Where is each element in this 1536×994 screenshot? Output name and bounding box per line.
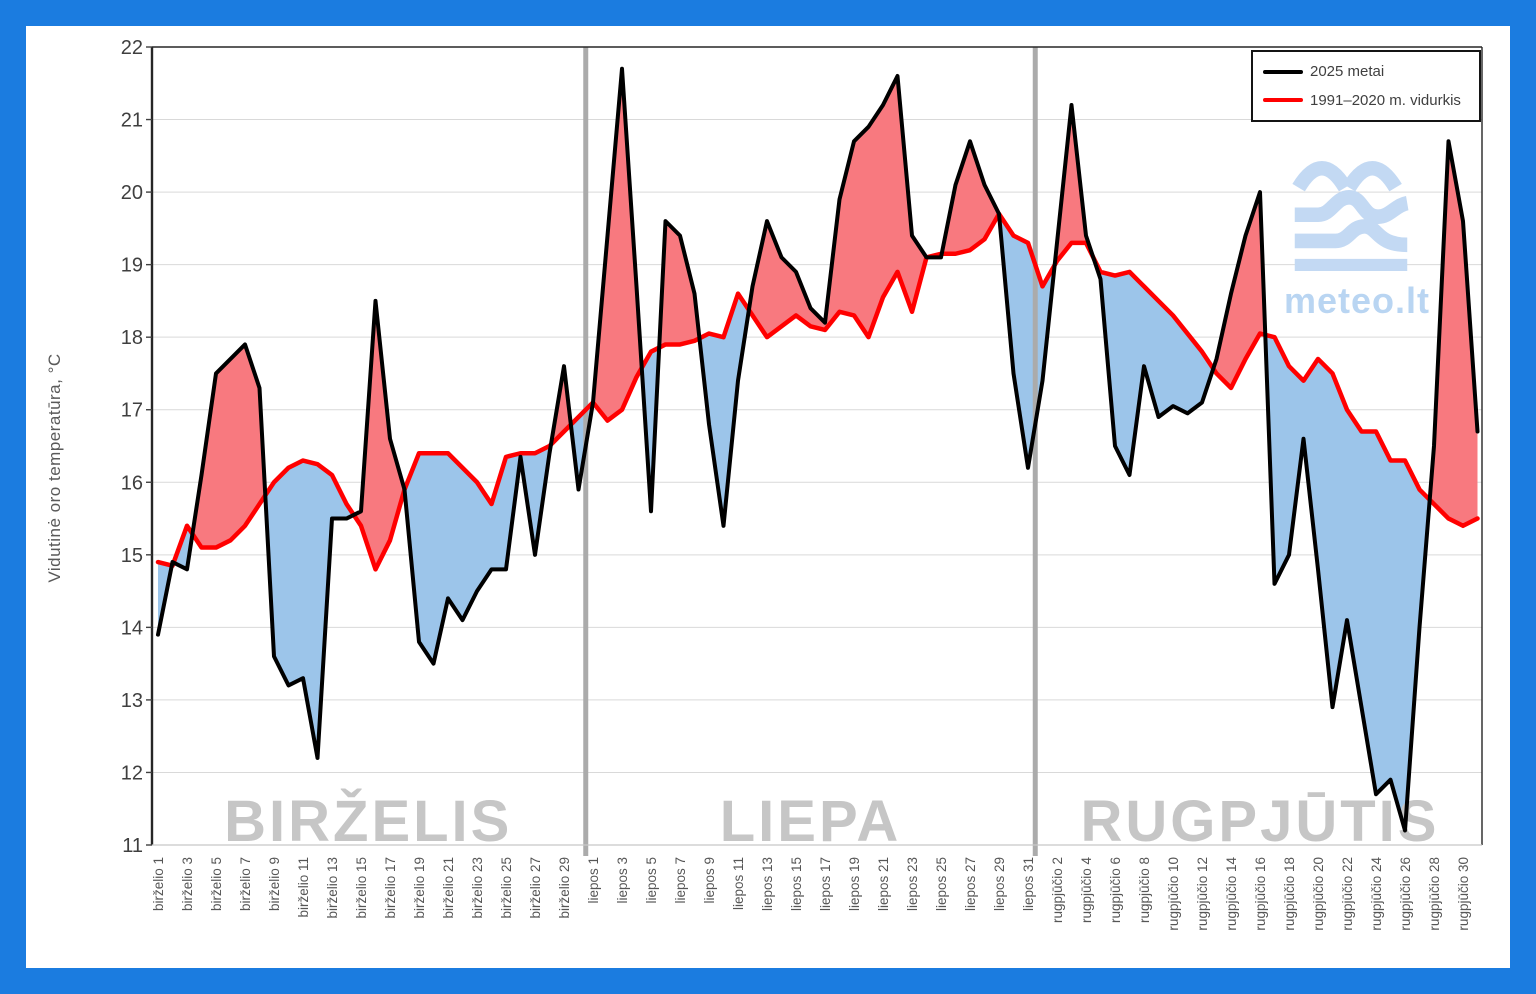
svg-text:birželio 27: birželio 27 [528,857,543,919]
svg-text:15: 15 [121,545,143,567]
svg-text:20: 20 [121,182,143,204]
y-tick-labels: 11 12 13 14 15 16 17 18 19 20 21 22 [121,37,152,857]
svg-text:rugpjūčio 8: rugpjūčio 8 [1137,857,1152,923]
legend-label-normal: 1991–2020 m. vidurkis [1310,91,1461,109]
svg-text:liepos 23: liepos 23 [905,857,920,911]
svg-text:rugpjūčio 2: rugpjūčio 2 [1050,857,1065,923]
meteo-waves-icon [1292,161,1410,274]
svg-text:liepos 17: liepos 17 [818,857,833,911]
svg-text:22: 22 [121,37,143,59]
svg-text:liepos 27: liepos 27 [963,857,978,911]
svg-text:liepos 15: liepos 15 [789,857,804,911]
svg-text:rugpjūčio 24: rugpjūčio 24 [1369,857,1384,931]
svg-text:17: 17 [121,400,143,422]
svg-text:21: 21 [121,110,143,132]
svg-text:birželio 17: birželio 17 [383,857,398,919]
svg-text:birželio 15: birželio 15 [354,857,369,919]
svg-text:liepos 25: liepos 25 [934,857,949,911]
svg-text:rugpjūčio 16: rugpjūčio 16 [1253,857,1268,931]
meteo-logo-text: meteo.lt [1284,280,1431,321]
svg-text:rugpjūčio 26: rugpjūčio 26 [1398,857,1413,931]
svg-text:birželio 11: birželio 11 [296,857,311,918]
legend-line-sample-normal [1263,98,1303,103]
svg-text:LIEPA: LIEPA [720,789,902,854]
svg-text:liepos 31: liepos 31 [1021,857,1036,911]
svg-text:liepos 9: liepos 9 [702,857,717,904]
line-normal-1991-2020 [155,211,1480,572]
svg-text:birželio 5: birželio 5 [209,857,224,911]
month-labels: BIRŽELIS LIEPA RUGPJŪTIS [224,789,1440,854]
svg-text:rugpjūčio 10: rugpjūčio 10 [1166,857,1181,931]
line-2025 [156,66,1480,833]
svg-text:rugpjūčio 6: rugpjūčio 6 [1108,857,1123,923]
x-tick-labels: birželio 1 birželio 3 birželio 5 birželio 7… [151,857,1471,931]
svg-text:14: 14 [121,617,143,639]
svg-text:19: 19 [121,255,143,277]
svg-text:rugpjūčio 30: rugpjūčio 30 [1456,857,1471,931]
svg-text:liepos 5: liepos 5 [644,857,659,904]
svg-text:rugpjūčio 12: rugpjūčio 12 [1195,857,1210,931]
svg-text:liepos 7: liepos 7 [673,857,688,904]
legend-item-2025: 2025 metai [1263,63,1479,80]
svg-text:liepos 13: liepos 13 [760,857,775,911]
legend-item-normal: 1991–2020 m. vidurkis [1263,92,1479,109]
svg-text:birželio 21: birželio 21 [441,857,456,919]
svg-text:BIRŽELIS: BIRŽELIS [224,789,512,854]
svg-text:birželio 25: birželio 25 [499,857,514,919]
svg-text:rugpjūčio 14: rugpjūčio 14 [1224,857,1239,931]
svg-text:rugpjūčio 4: rugpjūčio 4 [1079,857,1094,924]
svg-text:rugpjūčio 28: rugpjūčio 28 [1427,857,1442,931]
svg-text:12: 12 [121,762,143,784]
svg-text:birželio 23: birželio 23 [470,857,485,919]
svg-text:18: 18 [121,327,143,349]
svg-text:birželio 9: birželio 9 [267,857,282,911]
plot-border [150,46,1483,846]
area-below-normal [158,213,1430,831]
svg-text:16: 16 [121,472,143,494]
svg-text:birželio 13: birželio 13 [325,857,340,919]
svg-text:liepos 29: liepos 29 [992,857,1007,911]
svg-text:RUGPJŪTIS: RUGPJŪTIS [1081,789,1440,854]
svg-text:11: 11 [122,835,143,857]
svg-text:rugpjūčio 20: rugpjūčio 20 [1311,857,1326,931]
svg-text:birželio 3: birželio 3 [180,857,195,911]
svg-text:birželio 1: birželio 1 [151,857,166,911]
svg-text:birželio 29: birželio 29 [557,857,572,919]
meteo-logo: meteo.lt [1284,143,1431,322]
svg-text:rugpjūčio 18: rugpjūčio 18 [1282,857,1297,931]
legend-line-sample-2025 [1263,69,1303,74]
svg-text:liepos 21: liepos 21 [876,857,891,911]
legend: 2025 metai 1991–2020 m. vidurkis [1251,50,1481,122]
svg-text:liepos 11: liepos 11 [731,857,746,910]
svg-text:13: 13 [121,690,143,712]
svg-text:liepos 19: liepos 19 [847,857,862,911]
svg-text:liepos 3: liepos 3 [615,857,630,904]
svg-text:birželio 7: birželio 7 [238,857,253,911]
svg-text:liepos 1: liepos 1 [586,857,601,904]
legend-label-2025: 2025 metai [1310,63,1385,81]
y-axis-title: Vidutinė oro temperatūra, °C [45,353,64,583]
svg-text:birželio 19: birželio 19 [412,857,427,919]
svg-text:rugpjūčio 22: rugpjūčio 22 [1340,857,1355,931]
